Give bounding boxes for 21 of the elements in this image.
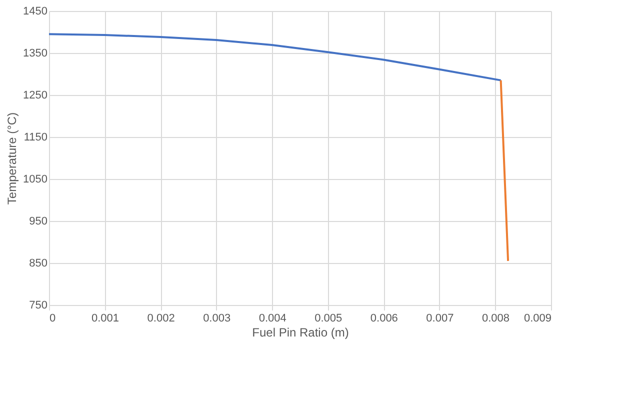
y-tick-label: 1150 (24, 132, 48, 144)
y-tick-label: 750 (29, 300, 48, 312)
y-axis-title: Temperature (°C) (5, 112, 20, 205)
y-tick-label: 1350 (23, 48, 48, 60)
x-tick-label: 0.006 (370, 312, 398, 324)
y-tick-label: 1450 (23, 6, 48, 18)
x-tick-label: 0.001 (92, 312, 120, 324)
y-tick-label: 1250 (23, 90, 48, 102)
x-tick-label: 0 (50, 312, 56, 324)
x-tick-label: 0.005 (314, 312, 342, 324)
line-series (48, 33, 502, 82)
x-tick-label: 0.003 (203, 312, 231, 324)
y-tick-label: 1050 (23, 174, 48, 186)
x-axis-title: Fuel Pin Ratio (m) (252, 326, 349, 340)
y-tick-label: 950 (29, 216, 48, 228)
x-tick-label: 0.007 (426, 312, 454, 324)
y-tick-label: 850 (29, 258, 48, 270)
x-tick-label: 0.008 (482, 312, 510, 324)
x-tick-label: 0.009 (524, 312, 552, 324)
x-tick-label: 0.004 (258, 312, 286, 324)
x-tick-label: 0.002 (147, 312, 175, 324)
